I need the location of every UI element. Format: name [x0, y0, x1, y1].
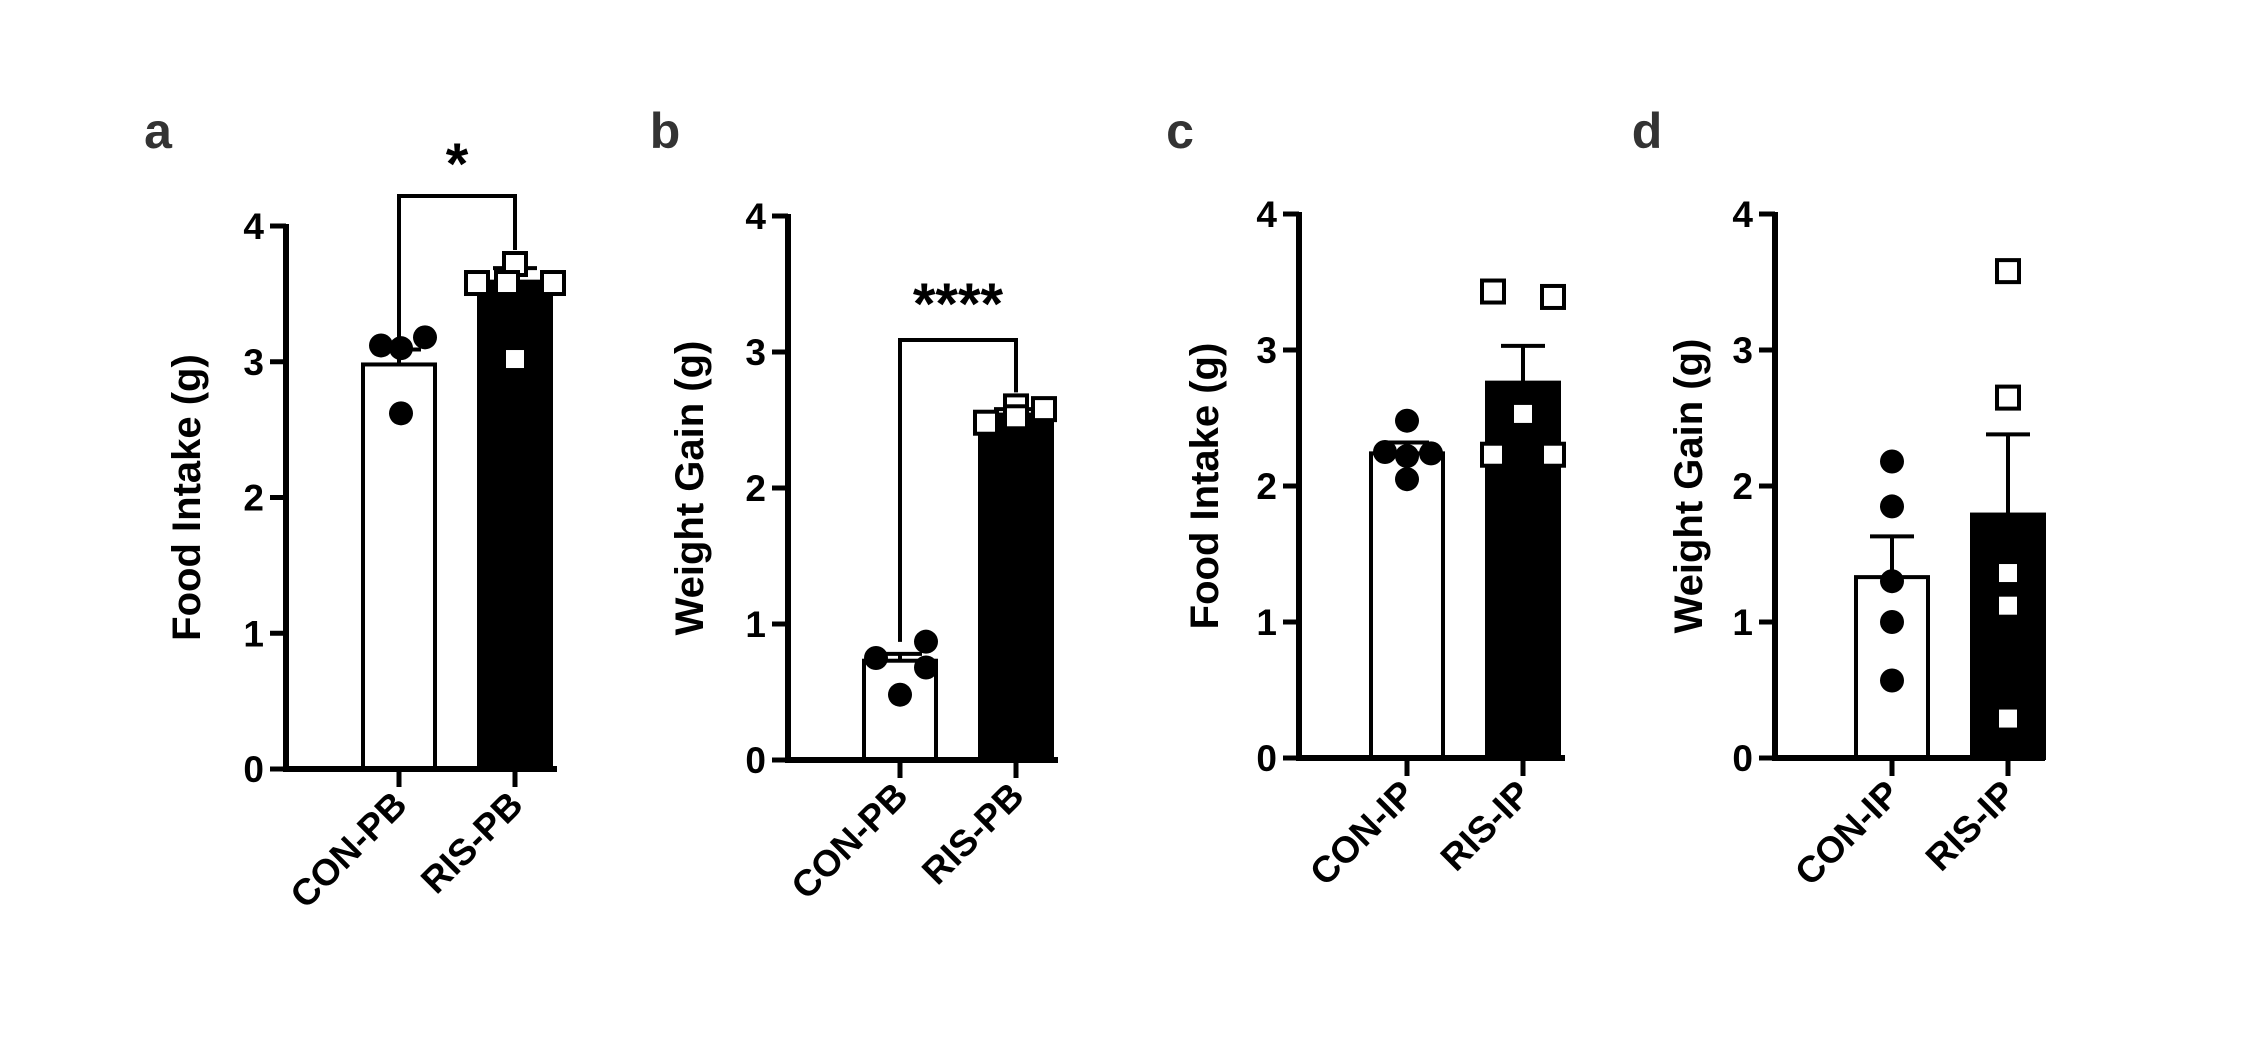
x-tick-label: RIS-PB	[413, 784, 531, 902]
data-point	[389, 336, 413, 361]
panel-letter: c	[1166, 103, 1194, 159]
data-point	[369, 333, 393, 358]
panel-letter: b	[650, 103, 681, 159]
data-point	[1510, 400, 1536, 427]
data-point	[464, 270, 490, 297]
y-tick-label: 2	[243, 478, 264, 519]
data-point	[1395, 444, 1419, 469]
data-point	[1995, 592, 2021, 619]
data-point	[540, 270, 566, 297]
bar-ris-pb	[978, 412, 1054, 762]
data-point	[1419, 441, 1443, 466]
y-tick-label: 3	[243, 342, 264, 383]
data-point	[914, 629, 938, 654]
bar-ris-ip	[1485, 380, 1561, 760]
x-tick-label: RIS-IP	[1918, 773, 2024, 879]
x-tick-label: CON-IP	[1302, 773, 1423, 894]
y-tick-label: 4	[1732, 194, 1753, 235]
data-point	[1395, 467, 1419, 492]
data-point	[1031, 396, 1057, 423]
panel-c: c Food Intake (g) 0 1 2 3 4 CON-IP RIS-IP	[1166, 103, 1566, 894]
y-tick-label: 1	[745, 604, 766, 645]
bar-con-ip	[1854, 575, 1930, 760]
data-point	[973, 409, 999, 436]
data-point	[494, 270, 520, 297]
data-point	[1995, 705, 2021, 732]
y-tick-label: 3	[1256, 330, 1277, 371]
x-tick-label: RIS-IP	[1433, 773, 1539, 879]
data-point	[1003, 404, 1029, 431]
data-point	[1880, 569, 1904, 594]
data-point	[413, 325, 437, 350]
x-tick-label: CON-PB	[282, 784, 414, 916]
data-point	[1880, 449, 1904, 474]
significance-bracket	[397, 194, 517, 338]
significance-stars: ****	[913, 272, 1004, 337]
data-point	[864, 646, 888, 670]
data-point	[1995, 560, 2021, 587]
y-axis-label: Food Intake (g)	[165, 354, 209, 641]
y-tick-label: 4	[1256, 194, 1277, 235]
data-point	[1480, 278, 1506, 305]
data-point	[1373, 440, 1397, 464]
data-point	[888, 682, 912, 707]
data-point	[1880, 494, 1904, 519]
y-tick-label: 1	[243, 613, 264, 654]
significance-bracket	[898, 338, 1018, 642]
y-tick-label: 0	[1256, 738, 1277, 779]
y-tick-label: 0	[243, 749, 264, 790]
panel-letter: d	[1632, 103, 1663, 159]
y-axis-label: Food Intake (g)	[1183, 343, 1227, 630]
data-point	[389, 401, 413, 426]
y-tick-label: 4	[243, 206, 264, 247]
y-tick-label: 0	[1732, 738, 1753, 779]
bar-con-pb	[361, 362, 437, 771]
y-tick-label: 3	[1732, 330, 1753, 371]
y-tick-label: 1	[1256, 602, 1277, 643]
panel-letter: a	[144, 103, 173, 159]
x-tick-label: RIS-PB	[914, 775, 1032, 893]
data-point	[502, 346, 528, 373]
y-tick-label: 4	[745, 196, 766, 237]
bar-con-ip	[1369, 451, 1445, 760]
data-point	[914, 655, 938, 680]
y-tick-label: 3	[745, 332, 766, 373]
bar-ris-ip	[1970, 512, 2046, 760]
data-point	[1880, 668, 1904, 693]
data-point	[1480, 441, 1506, 468]
x-tick-label: CON-PB	[783, 775, 915, 907]
data-point	[1880, 610, 1904, 634]
y-axis-label: Weight Gain (g)	[1667, 339, 1711, 634]
y-tick-label: 2	[745, 468, 766, 509]
significance-stars: *	[446, 132, 469, 197]
data-point	[1395, 408, 1419, 433]
y-tick-label: 0	[745, 740, 766, 781]
x-tick-label: CON-IP	[1787, 773, 1908, 894]
data-point	[1995, 384, 2021, 411]
panel-d: d Weight Gain (g) 0 1 2 3 4 CON-IP RIS-IP	[1632, 103, 2046, 894]
data-point	[1540, 283, 1566, 310]
y-tick-label: 1	[1732, 602, 1753, 643]
y-axis-label: Weight Gain (g)	[668, 341, 712, 636]
data-point	[1995, 258, 2021, 285]
y-tick-label: 2	[1732, 466, 1753, 507]
y-tick-label: 2	[1256, 466, 1277, 507]
data-point	[1540, 441, 1566, 468]
